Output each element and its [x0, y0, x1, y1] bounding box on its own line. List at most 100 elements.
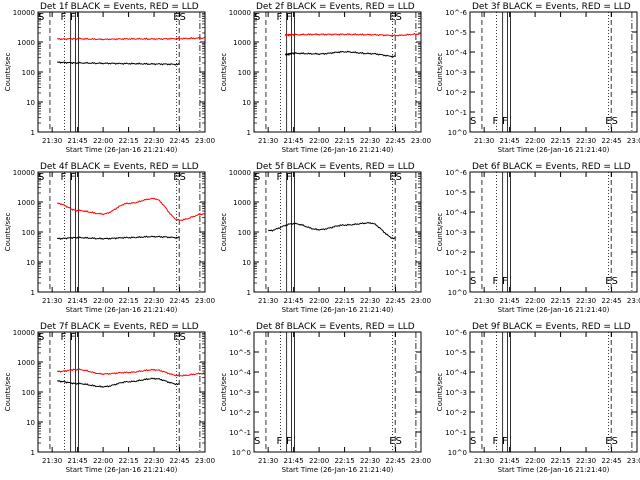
x-tick-label: 23:00 — [627, 297, 640, 305]
x-tick-label: 22:30 — [576, 297, 596, 305]
y-tick-label: 10^-4 — [445, 209, 467, 217]
panel-det-2: Det 2f BLACK = Events, RED = LLD 1 10 100 10… — [220, 2, 431, 154]
y-tick-label: 10^-3 — [445, 229, 467, 237]
y-tick-label: 10^-3 — [445, 69, 467, 77]
x-tick-label: 22:45 — [169, 297, 189, 305]
x-tick-label: 21:45 — [500, 297, 520, 305]
x-axis-label: Start Time (26-Jan-16 21:21:40) — [498, 306, 610, 314]
axes-box — [469, 171, 638, 293]
flag-label: F — [276, 12, 282, 23]
x-tick-label: 22:30 — [144, 137, 164, 145]
x-tick-label: 21:30 — [258, 297, 278, 305]
flag-label: F — [502, 436, 508, 447]
y-tick-label: 10000 — [13, 169, 35, 177]
y-tick-label: 10^-6 — [445, 329, 467, 337]
y-tick-label: 10^-1 — [229, 429, 251, 437]
y-tick-label: 10000 — [13, 329, 35, 337]
y-tick-label: 10 — [26, 419, 35, 427]
y-tick-label: 10000 — [229, 9, 251, 17]
x-tick-label: 22:15 — [550, 137, 570, 145]
y-tick-label: 10^0 — [448, 449, 467, 457]
panel-det-1: Det 1f BLACK = Events, RED = LLD 1 10 100 10… — [4, 2, 215, 154]
y-tick-label: 1000 — [17, 199, 35, 207]
x-tick-label: 21:30 — [474, 297, 494, 305]
y-tick-label: 1000 — [17, 359, 35, 367]
y-tick-label: 10 — [242, 259, 251, 267]
x-tick-label: 22:45 — [169, 457, 189, 465]
x-axis-label: Start Time (26-Jan-16 21:21:40) — [282, 306, 394, 314]
panel-title: Det 9f BLACK = Events, RED = LLD — [472, 322, 631, 332]
x-tick-label: 21:45 — [68, 457, 88, 465]
x-axis-label: Start Time (26-Jan-16 21:21:40) — [282, 146, 394, 154]
flag-label: S — [470, 276, 476, 287]
y-tick-label: 10^-6 — [229, 329, 251, 337]
x-tick-label: 21:45 — [284, 457, 304, 465]
lld-series-line — [56, 36, 206, 41]
x-tick-label: 22:30 — [144, 297, 164, 305]
panel-title: Det 7f BLACK = Events, RED = LLD — [40, 322, 199, 332]
flag-label: ES — [173, 172, 186, 183]
x-tick-label: 22:00 — [93, 457, 113, 465]
y-tick-label: 10^0 — [232, 449, 251, 457]
y-tick-label: 10^-6 — [445, 169, 467, 177]
y-tick-label: 1 — [31, 289, 35, 297]
flag-label: ES — [173, 12, 186, 23]
x-tick-label: 22:30 — [144, 457, 164, 465]
flag-label: F — [492, 276, 498, 287]
y-tick-label: 10^-1 — [445, 269, 467, 277]
x-tick-label: 22:00 — [93, 137, 113, 145]
flag-label: S — [254, 436, 260, 447]
x-axis-label: Start Time (26-Jan-16 21:21:40) — [66, 306, 178, 314]
y-tick-label: 10^-4 — [445, 49, 467, 57]
x-tick-label: 22:45 — [385, 457, 405, 465]
x-tick-label: 21:30 — [474, 457, 494, 465]
x-tick-label: 22:30 — [576, 137, 596, 145]
panel-title: Det 3f BLACK = Events, RED = LLD — [472, 2, 631, 12]
panel-det-6: Det 6f BLACK = Events, RED = LLD 10^0 10^-… — [436, 162, 640, 314]
flag-label: F — [60, 332, 66, 343]
flag-label: S — [254, 172, 260, 183]
flag-label: F — [70, 12, 76, 23]
x-tick-label: 22:45 — [601, 137, 621, 145]
panel-det-8: Det 8f BLACK = Events, RED = LLD 10^0 10^-… — [220, 322, 431, 474]
lld-series-line — [284, 32, 422, 38]
flag-label: S — [254, 12, 260, 23]
x-tick-label: 22:45 — [385, 297, 405, 305]
y-tick-label: 10^-3 — [229, 389, 251, 397]
flag-label: S — [38, 332, 44, 343]
y-tick-label: 1 — [31, 449, 35, 457]
y-tick-label: 10 — [26, 99, 35, 107]
y-tick-label: 10^0 — [448, 129, 467, 137]
y-axis-label: Counts/sec — [4, 213, 12, 252]
x-axis-label: Start Time (26-Jan-16 21:21:40) — [498, 146, 610, 154]
events-series-line — [56, 61, 180, 66]
events-series-line — [56, 377, 180, 388]
y-axis-label: Counts/sec — [4, 373, 12, 412]
x-tick-label: 22:45 — [169, 137, 189, 145]
x-tick-label: 21:45 — [284, 137, 304, 145]
panel-title: Det 5f BLACK = Events, RED = LLD — [256, 162, 415, 172]
x-tick-label: 21:30 — [42, 457, 62, 465]
panel-title: Det 6f BLACK = Events, RED = LLD — [472, 162, 631, 172]
y-tick-label: 10^-3 — [445, 389, 467, 397]
y-tick-label: 10^-4 — [229, 369, 251, 377]
x-tick-label: 22:15 — [118, 137, 138, 145]
x-tick-label: 23:00 — [195, 457, 215, 465]
y-tick-label: 100 — [238, 229, 251, 237]
x-tick-label: 22:15 — [334, 137, 354, 145]
x-tick-label: 21:45 — [284, 297, 304, 305]
x-tick-label: 22:30 — [576, 457, 596, 465]
x-axis-label: Start Time (26-Jan-16 21:21:40) — [282, 466, 394, 474]
y-axis-label: Counts/sec — [436, 53, 444, 92]
panel-title: Det 8f BLACK = Events, RED = LLD — [256, 322, 415, 332]
x-tick-label: 22:30 — [360, 137, 380, 145]
y-tick-label: 10^-4 — [445, 369, 467, 377]
y-tick-label: 1 — [247, 289, 251, 297]
x-tick-label: 23:00 — [195, 297, 215, 305]
x-tick-label: 23:00 — [411, 457, 431, 465]
y-tick-label: 10^-6 — [445, 9, 467, 17]
y-tick-label: 10^-2 — [445, 249, 467, 257]
flag-label: ES — [389, 172, 402, 183]
y-tick-label: 10^-1 — [445, 429, 467, 437]
